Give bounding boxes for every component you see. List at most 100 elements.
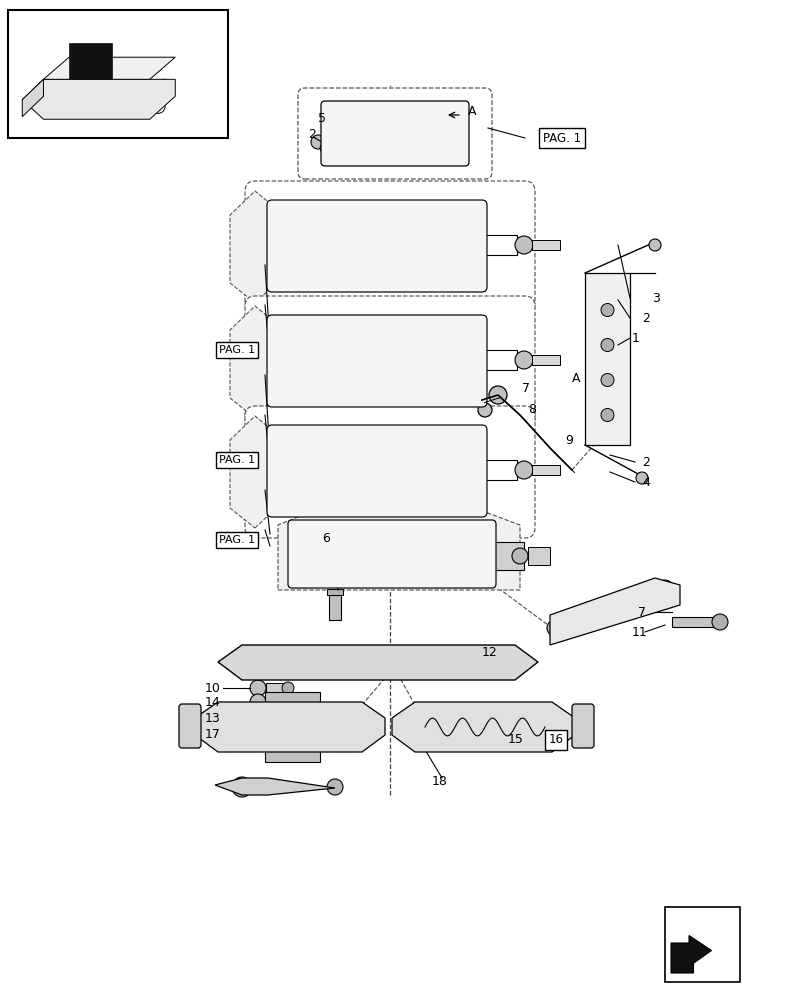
Polygon shape xyxy=(549,578,679,645)
Text: 1: 1 xyxy=(631,332,639,344)
Polygon shape xyxy=(392,702,574,752)
FancyBboxPatch shape xyxy=(320,101,469,166)
FancyBboxPatch shape xyxy=(245,296,534,428)
Bar xyxy=(491,542,523,570)
Text: 8: 8 xyxy=(527,403,535,416)
Circle shape xyxy=(337,657,346,667)
Circle shape xyxy=(404,117,426,139)
Polygon shape xyxy=(230,191,272,303)
Circle shape xyxy=(600,373,613,386)
Circle shape xyxy=(327,779,342,795)
Circle shape xyxy=(446,657,457,667)
Circle shape xyxy=(319,254,330,265)
Bar xyxy=(482,350,517,370)
Text: 12: 12 xyxy=(482,646,497,658)
Circle shape xyxy=(258,652,277,672)
Text: 9: 9 xyxy=(564,434,573,446)
Circle shape xyxy=(349,254,360,265)
FancyBboxPatch shape xyxy=(178,704,201,748)
Circle shape xyxy=(299,657,310,667)
Text: A: A xyxy=(571,371,580,384)
Circle shape xyxy=(290,339,300,350)
Circle shape xyxy=(319,480,330,490)
Circle shape xyxy=(378,118,397,138)
Text: 10: 10 xyxy=(204,682,221,694)
FancyBboxPatch shape xyxy=(288,520,496,588)
Text: A: A xyxy=(467,105,476,118)
Bar xyxy=(264,750,320,762)
Circle shape xyxy=(514,236,532,254)
Circle shape xyxy=(319,339,330,350)
Circle shape xyxy=(379,225,390,235)
Text: 7: 7 xyxy=(637,605,646,618)
Polygon shape xyxy=(670,935,710,973)
Circle shape xyxy=(372,657,383,667)
Circle shape xyxy=(314,548,325,559)
FancyBboxPatch shape xyxy=(298,88,491,179)
Circle shape xyxy=(290,450,300,460)
Circle shape xyxy=(281,696,294,708)
FancyBboxPatch shape xyxy=(267,200,487,292)
Circle shape xyxy=(441,652,461,672)
Circle shape xyxy=(250,710,266,726)
Circle shape xyxy=(290,480,300,490)
Circle shape xyxy=(367,652,388,672)
Circle shape xyxy=(514,351,532,369)
Text: 14: 14 xyxy=(204,696,221,708)
Circle shape xyxy=(350,569,359,578)
Circle shape xyxy=(514,461,532,479)
Text: 2: 2 xyxy=(642,456,649,468)
Circle shape xyxy=(600,338,613,352)
Bar xyxy=(328,595,341,620)
Polygon shape xyxy=(230,416,272,528)
Circle shape xyxy=(250,694,266,710)
Polygon shape xyxy=(69,43,111,79)
Text: 15: 15 xyxy=(508,733,523,746)
Bar xyxy=(664,907,739,982)
Circle shape xyxy=(281,682,294,694)
Circle shape xyxy=(263,657,272,667)
Circle shape xyxy=(349,548,360,559)
Circle shape xyxy=(379,339,390,350)
Polygon shape xyxy=(230,306,272,418)
Text: 16: 16 xyxy=(547,733,563,746)
Bar xyxy=(266,713,285,723)
Circle shape xyxy=(250,727,266,743)
Circle shape xyxy=(281,729,294,741)
Text: 17: 17 xyxy=(204,728,221,741)
FancyBboxPatch shape xyxy=(267,425,487,517)
FancyBboxPatch shape xyxy=(245,181,534,313)
Circle shape xyxy=(349,450,360,460)
Circle shape xyxy=(260,780,275,794)
Circle shape xyxy=(379,369,390,380)
Circle shape xyxy=(311,135,324,149)
Circle shape xyxy=(478,403,491,417)
Text: 5: 5 xyxy=(318,111,325,124)
Text: PAG. 1: PAG. 1 xyxy=(219,345,255,355)
Text: 7: 7 xyxy=(521,381,530,394)
Bar xyxy=(531,355,560,365)
Polygon shape xyxy=(277,512,519,590)
Circle shape xyxy=(711,614,727,630)
Bar xyxy=(482,235,517,255)
Text: 6: 6 xyxy=(322,531,329,544)
Circle shape xyxy=(600,408,613,422)
Bar xyxy=(531,465,560,475)
Bar xyxy=(482,460,517,480)
Circle shape xyxy=(379,450,390,460)
Circle shape xyxy=(405,652,424,672)
Text: 18: 18 xyxy=(431,775,448,788)
Circle shape xyxy=(385,569,394,578)
Circle shape xyxy=(379,480,390,490)
FancyBboxPatch shape xyxy=(267,315,487,407)
Text: 4: 4 xyxy=(642,476,649,488)
Circle shape xyxy=(319,225,330,235)
Text: 2: 2 xyxy=(307,128,315,141)
Circle shape xyxy=(410,657,419,667)
Circle shape xyxy=(281,712,294,724)
Circle shape xyxy=(290,369,300,380)
Text: 3: 3 xyxy=(651,292,659,304)
Circle shape xyxy=(346,117,368,139)
Bar xyxy=(584,273,629,445)
Circle shape xyxy=(379,254,390,265)
